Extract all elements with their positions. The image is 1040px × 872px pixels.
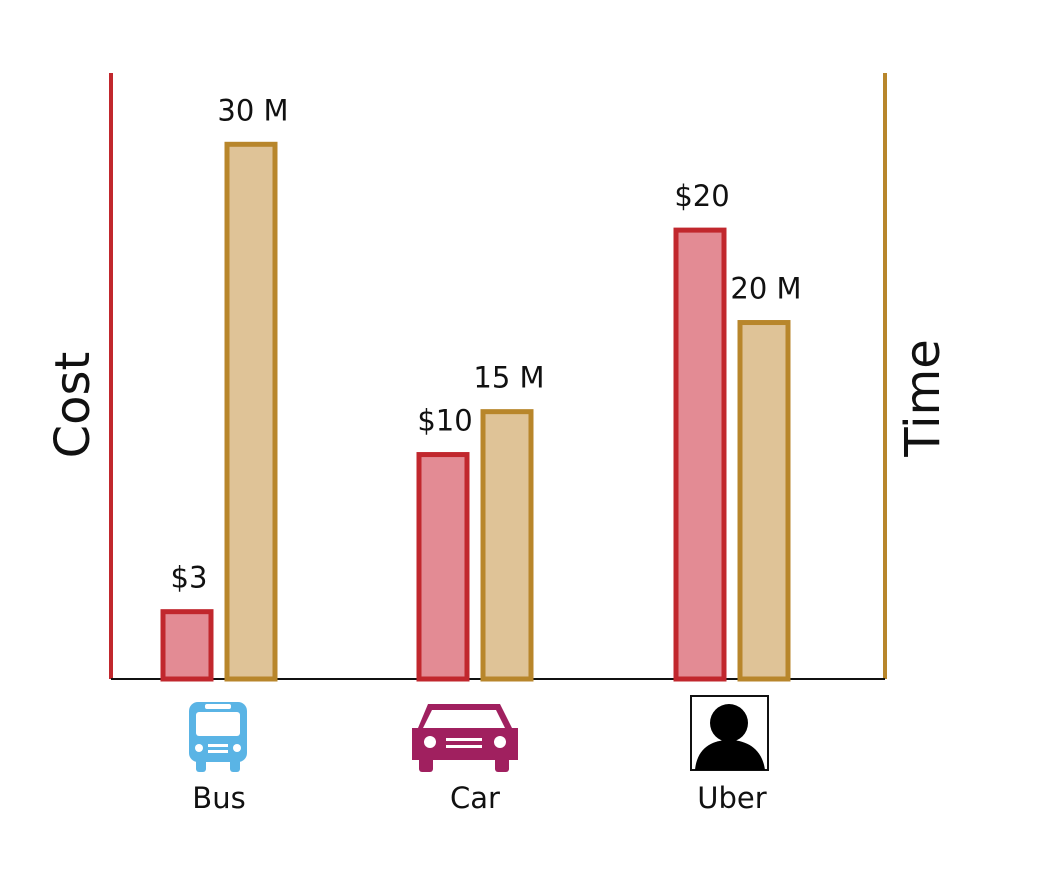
bar bbox=[737, 320, 791, 682]
bar bbox=[673, 227, 727, 682]
value-label: $3 bbox=[171, 561, 208, 595]
x-tick-label: Car bbox=[450, 781, 500, 815]
bus-icon bbox=[189, 702, 247, 772]
x-tick-label: Bus bbox=[192, 781, 245, 815]
value-label: $20 bbox=[674, 179, 729, 213]
value-label: $10 bbox=[417, 404, 472, 438]
value-label: 30 M bbox=[217, 93, 288, 127]
car-icon bbox=[412, 704, 518, 772]
bar bbox=[160, 609, 214, 682]
person-icon bbox=[690, 695, 769, 771]
x-tick-label: Uber bbox=[697, 781, 766, 815]
bar bbox=[480, 409, 534, 682]
value-label: 20 M bbox=[730, 272, 801, 306]
y2-axis-title: Time bbox=[895, 339, 951, 457]
y-axis-title: Cost bbox=[45, 352, 101, 459]
bar bbox=[416, 452, 470, 682]
value-label: 15 M bbox=[473, 361, 544, 395]
bar bbox=[224, 141, 278, 682]
